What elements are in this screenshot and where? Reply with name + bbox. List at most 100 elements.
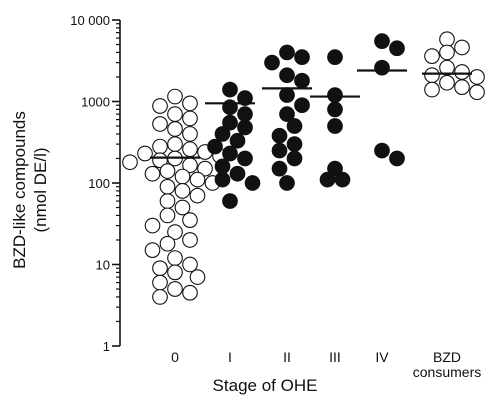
data-point-open — [454, 79, 470, 95]
data-point-open — [424, 67, 440, 84]
data-point-open — [439, 31, 455, 48]
data-point-open — [424, 81, 440, 98]
data-point-filled — [229, 165, 246, 182]
data-point-open — [159, 163, 176, 179]
data-point-filled — [334, 171, 351, 188]
data-point-open — [159, 178, 176, 195]
y-axis-title: BZD-like compounds (nmol DE/l) — [10, 111, 50, 269]
data-point-filled — [279, 106, 295, 122]
data-point-open — [189, 171, 206, 188]
data-point-filled — [222, 81, 238, 98]
data-point-filled — [327, 101, 343, 118]
data-point-filled — [214, 171, 231, 188]
data-point-filled — [279, 67, 295, 84]
y-tick-label: 1000 — [81, 95, 110, 110]
data-point-open — [174, 183, 191, 199]
data-point-filled — [286, 136, 303, 152]
data-point-filled — [222, 193, 238, 209]
data-point-filled — [214, 158, 231, 175]
data-point-open — [144, 165, 161, 182]
y-tick-label: 100 — [88, 176, 110, 191]
data-point-open — [152, 260, 168, 277]
x-category-label: III — [329, 349, 341, 365]
data-point-open — [167, 88, 183, 105]
data-point-open — [167, 121, 183, 137]
data-point-filled — [229, 132, 246, 149]
data-point-filled — [214, 126, 231, 142]
data-point-open — [469, 69, 485, 85]
data-point-open — [189, 187, 206, 204]
data-point-filled — [271, 142, 288, 159]
data-point-filled — [222, 145, 238, 162]
data-point-filled — [264, 54, 280, 71]
data-point-open — [167, 281, 183, 297]
data-point-open — [469, 84, 485, 101]
data-point-filled — [286, 118, 303, 134]
data-point-open — [159, 235, 176, 252]
data-point-open — [424, 48, 440, 65]
data-point-filled — [327, 118, 343, 134]
data-point-filled — [271, 127, 288, 144]
data-point-filled — [286, 150, 303, 167]
data-point-filled — [279, 87, 295, 103]
x-category-label: BZD — [433, 349, 461, 365]
data-point-open — [182, 256, 198, 273]
data-point-open — [182, 110, 198, 127]
data-point-filled — [327, 87, 343, 103]
x-category-label: 0 — [171, 349, 179, 365]
x-category-label: I — [228, 349, 232, 365]
data-point-open — [167, 264, 183, 281]
data-point-open — [152, 116, 168, 132]
data-point-filled — [237, 119, 253, 136]
data-point-open — [182, 95, 198, 112]
data-point-open — [439, 74, 455, 91]
data-point-filled — [374, 33, 390, 50]
data-point-filled — [279, 44, 295, 61]
data-point-filled — [294, 97, 310, 114]
y-tick-label: 10 000 — [70, 13, 110, 28]
x-category-label: consumers — [413, 364, 481, 380]
y-axis-title-line-2: (nmol DE/l) — [31, 147, 50, 232]
data-point-open — [122, 154, 138, 171]
data-point-open — [182, 212, 198, 229]
data-point-open — [137, 145, 153, 162]
data-point-open — [159, 193, 176, 209]
data-point-filled — [374, 59, 390, 76]
data-point-filled — [237, 106, 253, 122]
data-point-filled — [237, 150, 253, 167]
data-point-open — [152, 98, 168, 114]
data-point-filled — [237, 90, 253, 106]
data-point-open — [197, 160, 213, 177]
data-point-open — [439, 44, 455, 61]
data-point-filled — [294, 72, 310, 89]
data-point-filled — [271, 160, 288, 177]
data-point-filled — [327, 49, 343, 66]
data-point-filled — [279, 175, 295, 191]
y-tick-label: 1 — [103, 339, 110, 354]
data-point-open — [182, 141, 198, 158]
data-point-open — [167, 136, 183, 152]
data-point-open — [182, 126, 198, 142]
data-point-filled — [222, 114, 238, 131]
data-point-open — [167, 250, 183, 266]
data-point-filled — [389, 40, 405, 57]
data-point-open — [454, 64, 470, 80]
data-point-open — [182, 232, 198, 248]
data-point-open — [174, 168, 191, 185]
data-point-filled — [294, 49, 310, 66]
data-point-open — [167, 224, 183, 240]
data-point-open — [167, 106, 183, 122]
data-point-open — [174, 199, 191, 216]
data-point-open — [144, 242, 161, 258]
data-point-open — [152, 138, 168, 155]
data-point-open — [159, 207, 176, 224]
data-point-open — [144, 217, 161, 234]
data-point-filled — [207, 138, 223, 155]
data-point-filled — [319, 171, 336, 188]
data-point-filled — [244, 175, 261, 191]
data-point-filled — [327, 160, 343, 177]
data-point-open — [152, 289, 168, 305]
x-category-label: II — [283, 349, 291, 365]
